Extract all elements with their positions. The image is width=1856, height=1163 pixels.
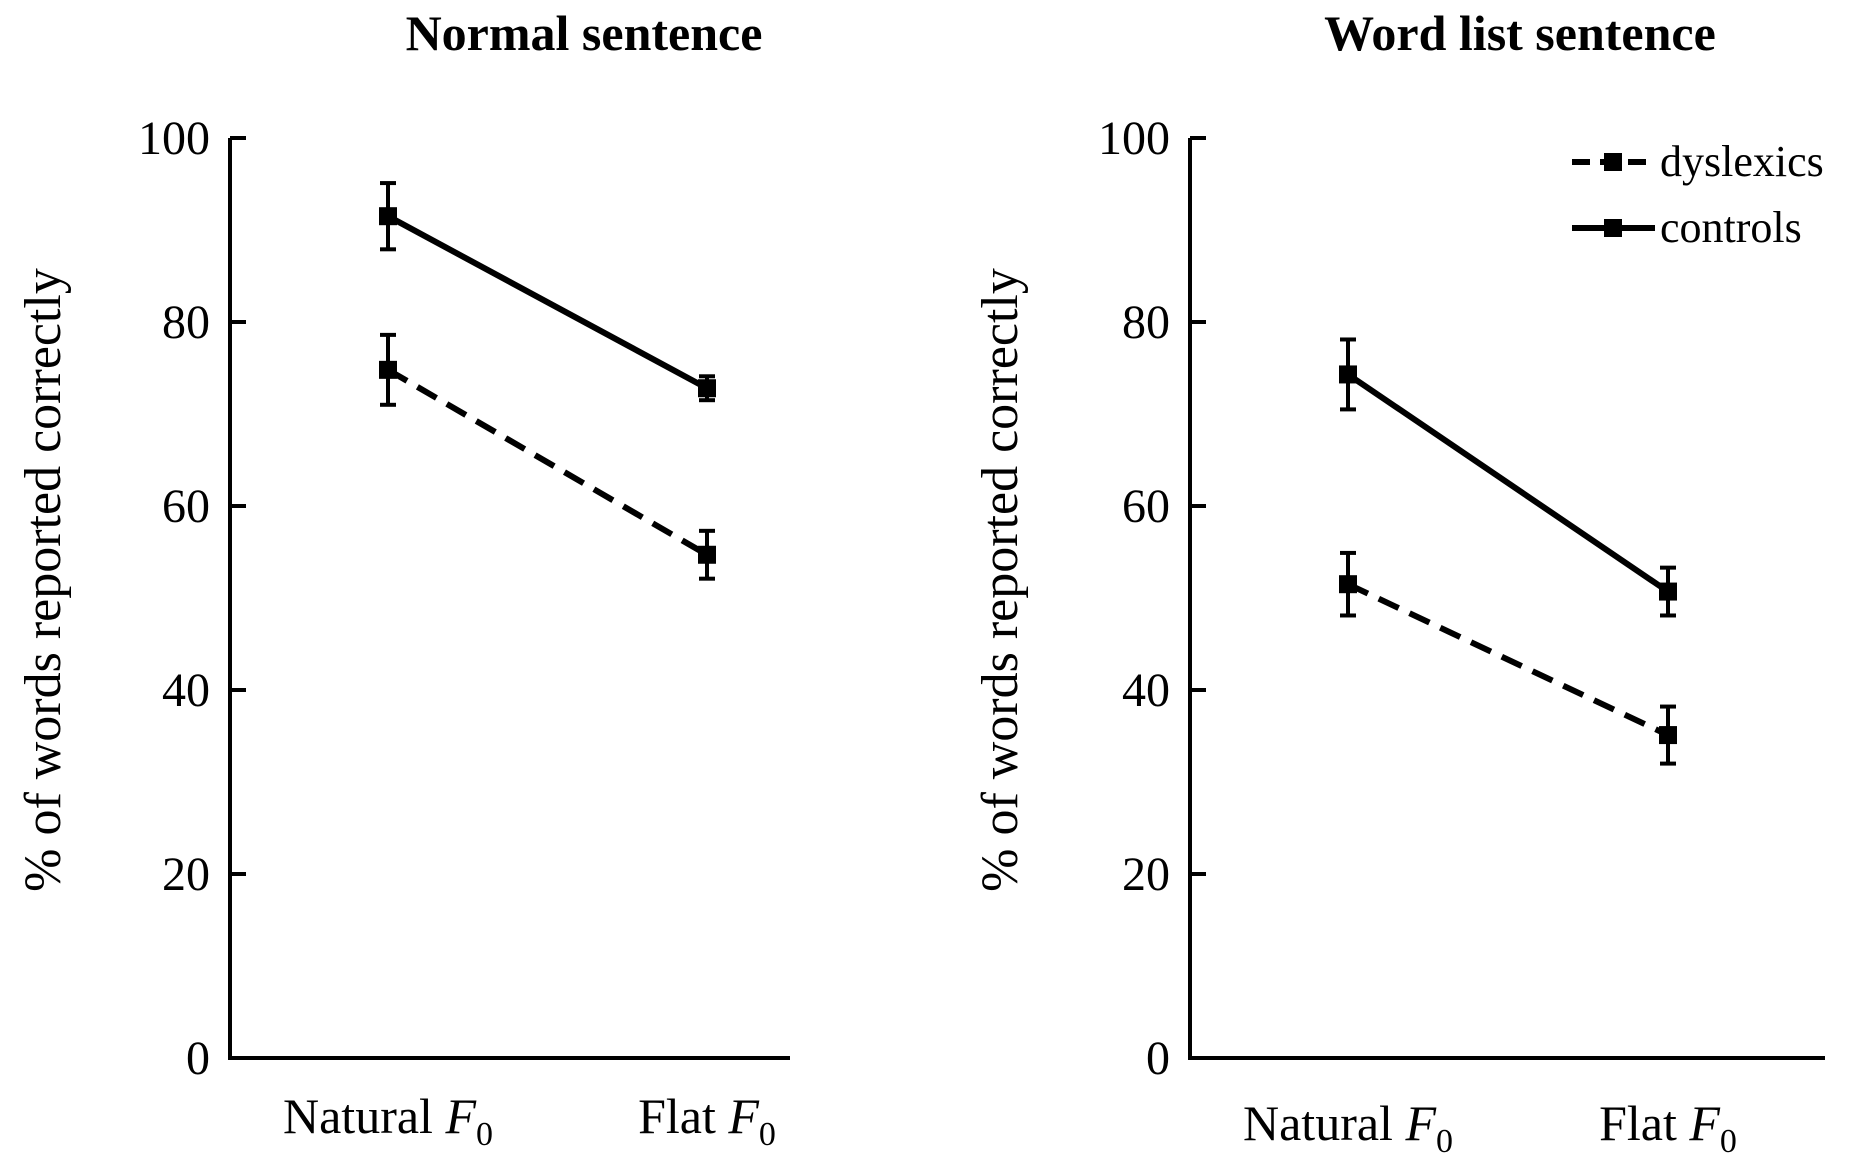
legend-label: dyslexics bbox=[1660, 137, 1824, 186]
x-category-label-italic: F bbox=[1404, 1095, 1436, 1151]
chart-normal-sentence: Normal sentence 0 20 40 60 80 100 % of words re… bbox=[15, 5, 790, 1153]
x-category-label-subscript: 0 bbox=[759, 1116, 776, 1153]
y-tick-label: 40 bbox=[1122, 664, 1170, 717]
series-controls bbox=[1339, 337, 1677, 618]
series-dyslexics bbox=[1339, 550, 1677, 766]
x-category-label: Flat F0 bbox=[638, 1088, 776, 1153]
y-tick-label: 80 bbox=[162, 296, 210, 349]
series-controls bbox=[379, 181, 716, 403]
series-line-controls bbox=[386, 213, 709, 391]
y-axis-label: % of words reported correctly bbox=[15, 268, 72, 892]
x-category-label-italic: F bbox=[444, 1088, 476, 1144]
y-tick-label: 100 bbox=[1098, 112, 1170, 165]
series-dyslexics bbox=[379, 332, 716, 581]
x-category-label-subscript: 0 bbox=[1720, 1123, 1737, 1160]
x-category-label-base: Natural bbox=[283, 1088, 445, 1144]
y-tick-label: 20 bbox=[1122, 848, 1170, 901]
data-point-dyslexics bbox=[379, 360, 397, 379]
y-tick-label: 0 bbox=[1146, 1032, 1170, 1085]
data-point-controls bbox=[379, 207, 397, 226]
x-category-label-base: Flat bbox=[1599, 1095, 1689, 1151]
series-line-dyslexics bbox=[1346, 581, 1670, 738]
y-tick-label: 20 bbox=[162, 848, 210, 901]
series-line-controls bbox=[1346, 371, 1670, 595]
y-tick-label: 0 bbox=[186, 1032, 210, 1085]
x-category-label: Natural F0 bbox=[1243, 1095, 1453, 1160]
data-point-dyslexics bbox=[698, 545, 716, 564]
data-point-dyslexics bbox=[1659, 726, 1677, 745]
x-category-label-subscript: 0 bbox=[1436, 1123, 1453, 1160]
x-category-label-italic: F bbox=[1688, 1095, 1720, 1151]
y-axis-label: % of words reported correctly bbox=[972, 268, 1029, 892]
y-tick-label: 60 bbox=[162, 480, 210, 533]
x-category-label-base: Flat bbox=[638, 1088, 728, 1144]
y-tick-label: 60 bbox=[1122, 480, 1170, 533]
legend: dyslexics controls bbox=[1572, 137, 1824, 252]
data-point-controls bbox=[1339, 365, 1357, 384]
y-tick-label: 100 bbox=[138, 112, 210, 165]
data-point-dyslexics bbox=[1339, 575, 1357, 594]
chart-word-list-sentence: Word list sentence 0 20 40 60 80 100 % of words… bbox=[972, 5, 1825, 1160]
y-tick-label: 80 bbox=[1122, 296, 1170, 349]
x-category-label-base: Natural bbox=[1243, 1095, 1405, 1151]
legend-swatch-marker bbox=[1604, 219, 1622, 237]
x-category-label-subscript: 0 bbox=[476, 1116, 493, 1153]
x-category-label: Flat F0 bbox=[1599, 1095, 1737, 1160]
series-line-dyslexics bbox=[386, 367, 709, 558]
x-category-label-italic: F bbox=[727, 1088, 759, 1144]
x-category-label: Natural F0 bbox=[283, 1088, 493, 1153]
chart-title: Normal sentence bbox=[406, 5, 763, 61]
data-point-controls bbox=[1659, 582, 1677, 601]
legend-swatch-marker bbox=[1604, 153, 1622, 171]
legend-label: controls bbox=[1660, 203, 1802, 252]
data-point-controls bbox=[698, 379, 716, 398]
y-tick-label: 40 bbox=[162, 664, 210, 717]
legend-item-controls: controls bbox=[1572, 203, 1802, 252]
legend-item-dyslexics: dyslexics bbox=[1572, 137, 1824, 186]
chart-title: Word list sentence bbox=[1324, 5, 1716, 61]
